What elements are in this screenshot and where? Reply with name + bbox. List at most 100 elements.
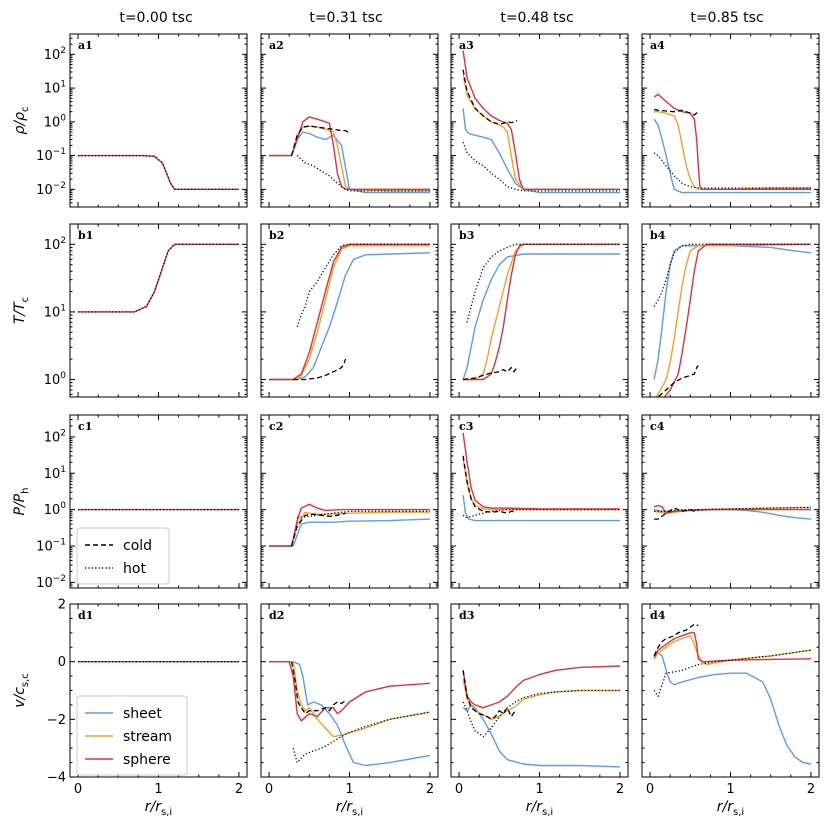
- panel-frame: [69, 223, 248, 398]
- x-axis-label: r/rs,i: [717, 799, 744, 818]
- panel-c4-series: [653, 504, 812, 520]
- series-sphere-line: [269, 116, 430, 191]
- panel-label: d4: [650, 609, 666, 622]
- y-tick-label: 10−1: [36, 147, 66, 164]
- series-sphere-line: [663, 243, 811, 397]
- series-sphere-line: [269, 503, 430, 547]
- x-tick-label: 1: [345, 782, 353, 797]
- series-cold-line: [653, 108, 699, 116]
- panel-a1-series: [78, 154, 239, 191]
- series-cold-line: [462, 670, 516, 720]
- series-cold-line: [463, 366, 518, 381]
- series-sphere-line: [269, 243, 430, 381]
- y-axis-label: ρ/ρc: [12, 107, 31, 135]
- series-stream-line: [269, 661, 431, 738]
- series-sheet-line: [269, 661, 431, 767]
- series-sphere-line: [653, 93, 811, 191]
- panel-b2-series: [269, 243, 431, 381]
- panel-d4-series: [653, 623, 812, 765]
- column-x-labels: r/rs,i r/rs,i r/rs,i r/rs,i: [145, 799, 744, 818]
- series-cold-line: [290, 125, 351, 156]
- legend-label-cold: cold: [123, 538, 152, 554]
- series-cold-line: [290, 512, 346, 547]
- series-sphere-line: [462, 665, 621, 709]
- y-tick-label: −4: [47, 771, 66, 786]
- row-y-labels: ρ/ρc T/Tc P/Ph v/cs,c: [12, 107, 31, 708]
- panel-frame: [450, 33, 629, 208]
- y-tick-label: 101: [44, 80, 66, 97]
- panel-c2-series: [269, 503, 431, 547]
- x-tick-label: 2: [426, 782, 434, 797]
- series-cold-line: [653, 623, 699, 657]
- series-hot-line: [466, 243, 620, 323]
- panel-d3: 0 1 2 d3: [450, 603, 629, 797]
- series-cold-line: [462, 455, 516, 514]
- series-stream-line: [463, 243, 620, 381]
- panel-b4: b4: [641, 223, 820, 398]
- panel-b2: b2: [260, 223, 439, 398]
- series-sheet-line: [653, 245, 812, 380]
- y-axis-label: P/Ph: [12, 488, 31, 516]
- panel-d2: 0 1 2 d2: [260, 603, 439, 797]
- legend-frame: [76, 695, 188, 776]
- panel-label: b1: [78, 229, 93, 242]
- y-tick-label: 100: [44, 371, 67, 388]
- y-tick-label: 10−1: [36, 537, 66, 554]
- panel-label: a1: [78, 39, 93, 52]
- series-hot-line: [296, 243, 430, 328]
- panel-b1: 100 101 102 b1: [44, 223, 248, 398]
- series-hot-line: [462, 141, 620, 192]
- panel-b3: b3: [450, 223, 629, 398]
- series-stream-line: [654, 110, 811, 191]
- series-sphere-line: [78, 154, 239, 191]
- series-sphere-line: [462, 432, 620, 510]
- x-tick-label: 0: [265, 782, 273, 797]
- panel-frame: [260, 414, 439, 589]
- y-tick-label: −2: [47, 713, 66, 728]
- legend-label-sheet: sheet: [123, 706, 162, 722]
- series-sheet-line: [269, 518, 431, 547]
- panel-label: b2: [269, 229, 284, 242]
- column-title-2: t=0.31 tsc: [309, 10, 382, 26]
- y-tick-label: 10−2: [36, 574, 66, 591]
- panel-c3-series: [462, 432, 620, 522]
- panel-frame: [260, 603, 439, 778]
- series-stream-line: [462, 458, 620, 511]
- panel-label: c3: [459, 420, 473, 433]
- panel-label: c4: [650, 420, 665, 433]
- panel-label: b4: [650, 229, 666, 242]
- y-tick-label: 101: [44, 465, 66, 482]
- panel-frame: [260, 33, 439, 208]
- series-sheet-line: [462, 704, 621, 768]
- panel-a1: 10−2 10−1 100 101 102 a1: [36, 33, 248, 208]
- y-tick-label: 102: [44, 428, 66, 445]
- series-sheet-line: [269, 131, 430, 194]
- series-sphere-line: [462, 50, 620, 191]
- y-axis-label: v/cs,c: [12, 673, 31, 708]
- panel-b4-series: [653, 243, 812, 397]
- series-hot-line: [78, 154, 239, 190]
- panel-label: a2: [269, 39, 284, 52]
- panel-label: b3: [459, 229, 474, 242]
- legend-label-sphere: sphere: [123, 752, 171, 768]
- legend-label-stream: stream: [123, 729, 172, 745]
- panel-d4: 0 1 2 d4: [641, 603, 820, 797]
- series-cold-line: [462, 69, 518, 125]
- series-hot-line: [654, 506, 812, 512]
- panel-label: d1: [78, 609, 93, 622]
- x-tick-label: 1: [154, 782, 162, 797]
- panel-frame: [260, 223, 439, 398]
- x-tick-label: 2: [235, 782, 243, 797]
- column-title-4: t=0.85 tsc: [690, 10, 763, 26]
- series-hot-line: [296, 155, 430, 192]
- legend-cold-hot: cold hot: [76, 527, 170, 585]
- series-sheet-line: [462, 495, 620, 522]
- series-sheet-line: [462, 253, 620, 380]
- panel-label: a4: [650, 39, 665, 52]
- x-tick-label: 0: [455, 782, 463, 797]
- panel-frame: [69, 33, 248, 208]
- x-tick-label: 2: [616, 782, 624, 797]
- y-tick-label: 2: [58, 598, 66, 613]
- legends: cold hot sheet stream sphere: [76, 527, 188, 776]
